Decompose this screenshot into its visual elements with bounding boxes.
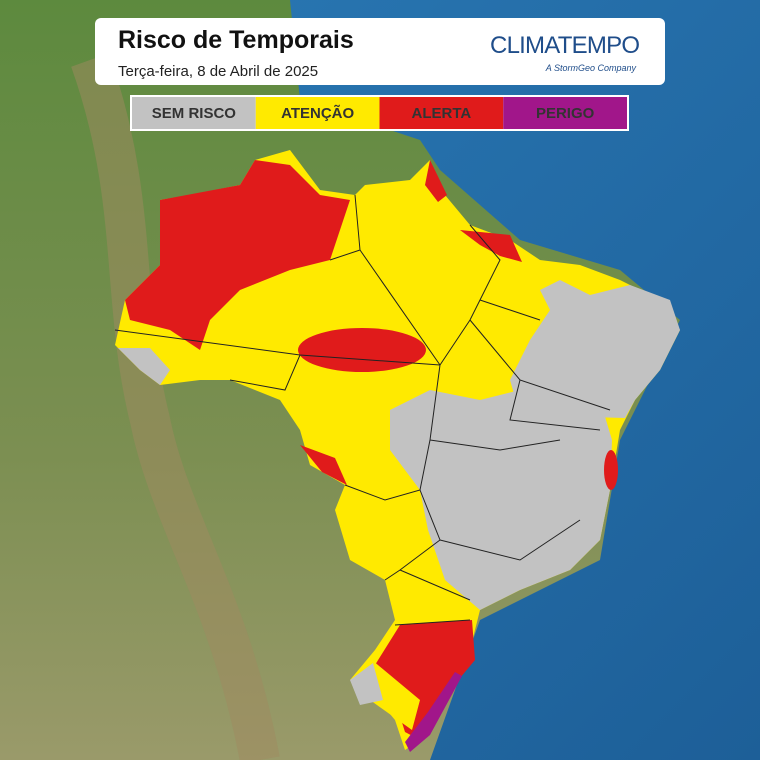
alert-region <box>298 328 426 372</box>
alert-region <box>125 160 350 350</box>
logo: CLIMATEMPO <box>490 32 640 59</box>
legend-swatch <box>255 97 380 129</box>
header-box <box>95 18 665 85</box>
andes <box>71 53 280 760</box>
alert-region <box>604 450 618 490</box>
alert-region <box>425 160 447 202</box>
legend-label: PERIGO <box>536 105 595 122</box>
no-risk-region <box>350 663 383 705</box>
no-risk-region <box>118 348 170 385</box>
legend-swatch <box>503 97 627 129</box>
legend-label: SEM RISCO <box>152 105 237 122</box>
risk-regions <box>115 150 680 752</box>
state-borders <box>114 194 611 626</box>
legend-swatch <box>132 97 256 129</box>
subtitle: Terça-feira, 8 de Abril de 2025 <box>118 63 318 80</box>
legend-label: ATENÇÃO <box>281 104 354 122</box>
alert-region <box>460 230 522 262</box>
alert-region <box>300 445 347 485</box>
title: Risco de Temporais <box>118 26 354 54</box>
attention-region <box>370 660 420 730</box>
logo-tagline: A StormGeo Company <box>545 63 637 73</box>
no-risk-region <box>510 280 680 418</box>
legend: SEM RISCO ATENÇÃO ALERTA PERIGO <box>130 95 629 131</box>
header: Risco de Temporais Terça-feira, 8 de Abr… <box>95 18 665 85</box>
legend-label: ALERTA <box>412 105 472 122</box>
danger-region <box>405 672 462 752</box>
legend-swatch <box>379 97 504 129</box>
no-risk-region <box>390 382 612 610</box>
